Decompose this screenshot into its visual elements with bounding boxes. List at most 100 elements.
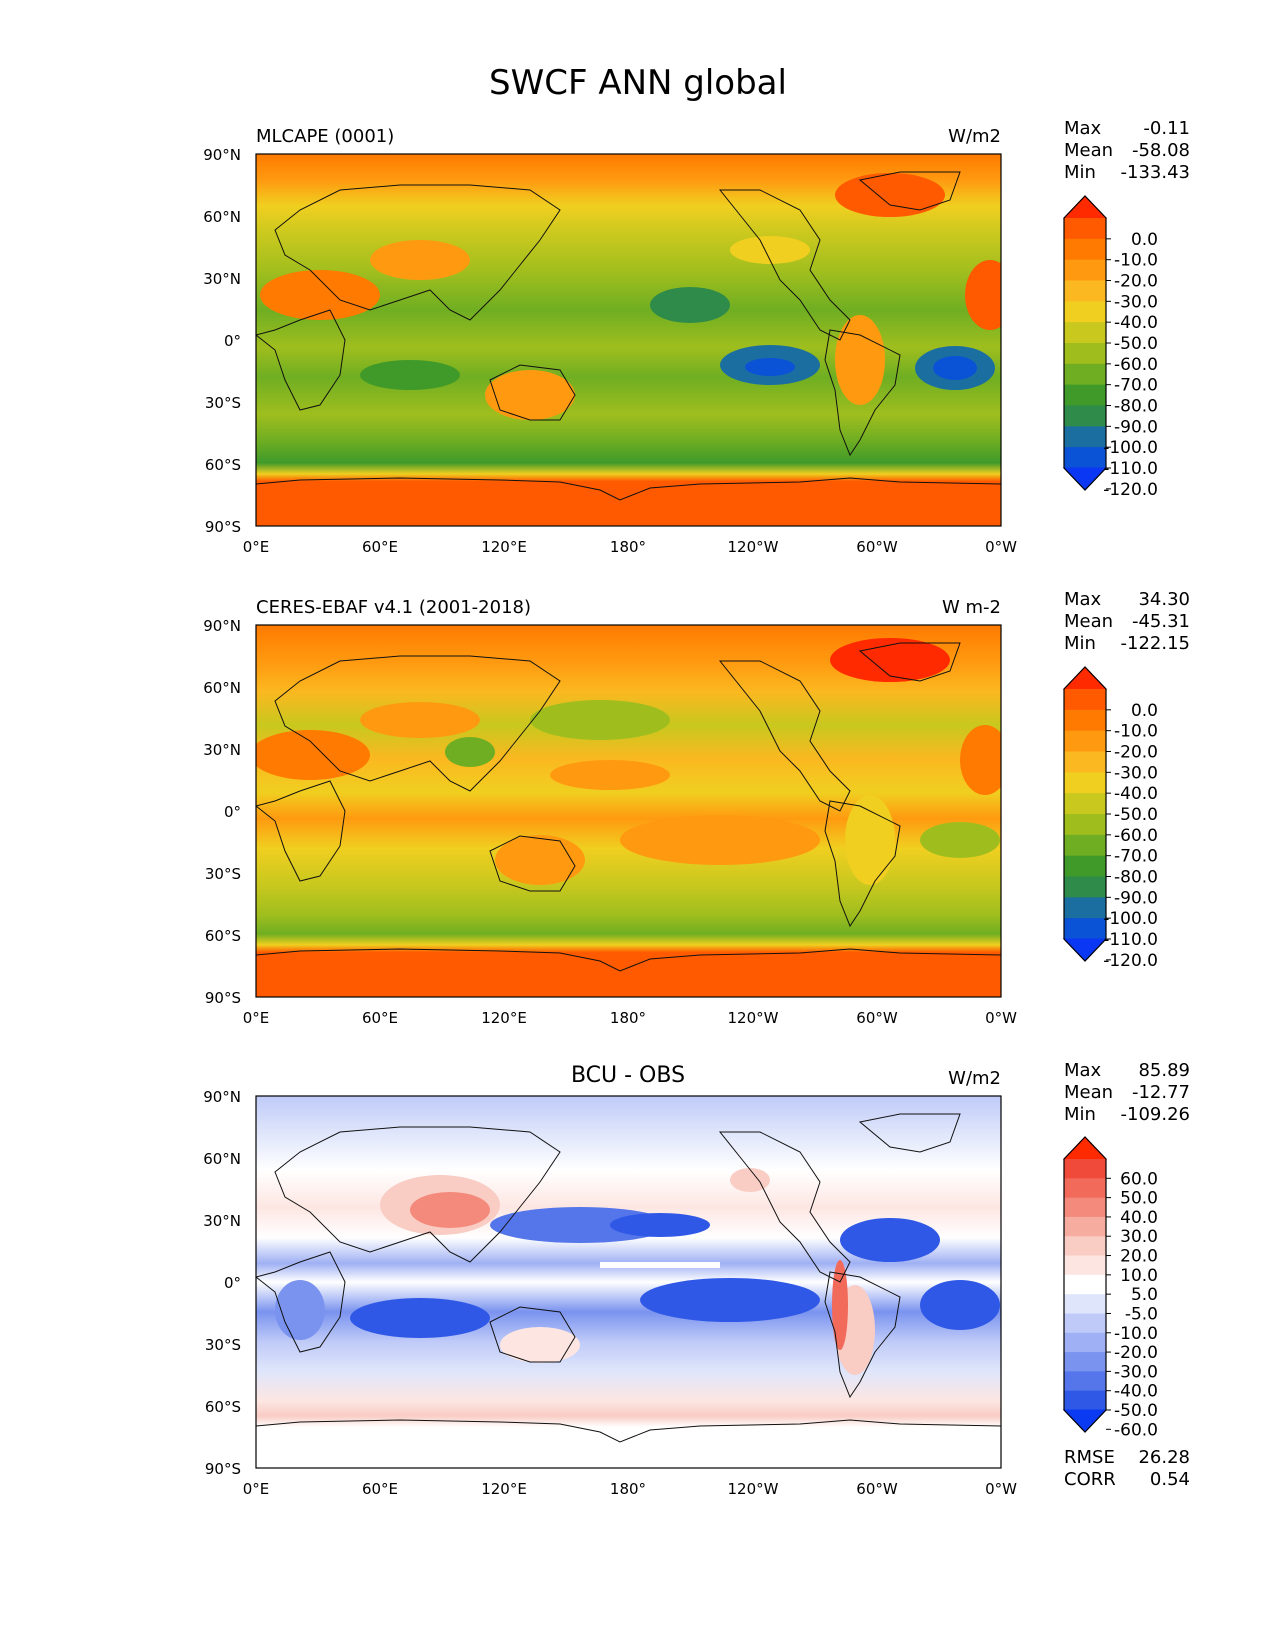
colorbar-tick-label: -70.0 <box>1114 376 1158 396</box>
colorbar-tick-label: -10.0 <box>1114 1324 1158 1344</box>
x-tick-label: 120°W <box>728 1009 779 1027</box>
colorbar-swatch <box>1064 1332 1106 1353</box>
mean-value: -45.31 <box>1132 611 1190 632</box>
colorbar-swatch <box>1064 1178 1106 1199</box>
map-frame <box>255 153 1002 527</box>
max-value: 85.89 <box>1138 1060 1190 1081</box>
y-tick-label: 90°N <box>203 146 241 164</box>
max-label: Max <box>1064 118 1102 139</box>
colorbar-swatch <box>1064 384 1106 407</box>
min-label: Min <box>1064 1104 1096 1125</box>
colorbar-swatch <box>1064 1352 1106 1372</box>
colorbar-tick-label: -80.0 <box>1114 868 1158 888</box>
y-tick-label: 30°S <box>205 394 241 412</box>
colorbar-extension-top <box>1062 666 1108 690</box>
field-blob <box>650 287 730 323</box>
colorbar-swatch <box>1064 834 1106 857</box>
corr-value: 0.54 <box>1150 1469 1190 1490</box>
colorbar-swatch <box>1064 709 1106 732</box>
y-tick-label: 60°N <box>203 679 241 697</box>
colorbar-tick-label: -5.0 <box>1125 1304 1158 1324</box>
colorbar-swatch <box>1064 1197 1106 1218</box>
x-tick-label: 0°W <box>985 1480 1017 1498</box>
map-frame <box>255 624 1002 998</box>
colorbar-extension-top <box>1062 195 1108 219</box>
x-tick-label: 180° <box>610 1009 646 1027</box>
field-blob <box>260 270 380 320</box>
x-tick-label: 120°E <box>481 538 527 556</box>
colorbar-tick-label: -50.0 <box>1114 805 1158 825</box>
units-label: W m-2 <box>942 597 1001 618</box>
colorbar: 0.0-10.0-20.0-30.0-40.0-50.0-60.0-70.0-8… <box>1062 666 1158 971</box>
colorbar-tick-label: -100.0 <box>1103 438 1158 458</box>
colorbar-extension-bottom <box>1062 1409 1108 1433</box>
colorbar-tick-label: 60.0 <box>1120 1169 1158 1189</box>
colorbar-swatch <box>1064 918 1106 940</box>
colorbar-swatch <box>1064 447 1106 469</box>
field-blob <box>640 1278 820 1322</box>
y-tick-label: 60°N <box>203 208 241 226</box>
colorbar-tick-label: -60.0 <box>1114 1420 1158 1440</box>
min-value: -122.15 <box>1121 633 1190 654</box>
colorbar-swatch <box>1064 1255 1106 1276</box>
colorbar-swatch <box>1064 1294 1106 1315</box>
colorbar: 60.050.040.030.020.010.05.0-5.0-10.0-20.… <box>1062 1136 1158 1440</box>
map-field <box>256 154 1001 526</box>
stats-block: Max -0.11 Mean -58.08 Min -133.43 <box>1064 118 1190 183</box>
colorbar-swatch <box>1064 751 1106 773</box>
field-blob <box>840 1218 940 1262</box>
y-tick-label: 30°S <box>205 865 241 883</box>
y-tick-label: 30°N <box>203 270 241 288</box>
colorbar-tick-label: 0.0 <box>1131 230 1158 250</box>
colorbar-tick-label: -90.0 <box>1114 888 1158 908</box>
panel-title: MLCAPE (0001) <box>256 126 394 147</box>
x-axis: 0°E 60°E 120°E 180° 120°W 60°W 0°W <box>243 1009 1017 1027</box>
y-axis: 90°N 60°N 30°N 0° 30°S 60°S 90°S <box>203 1088 241 1478</box>
y-tick-label: 90°S <box>205 989 241 1007</box>
colorbar-extension-bottom <box>1062 938 1108 962</box>
panel-difference: BCU - OBS W/m2 90°N 60°N 30°N 0° 30°S 60… <box>203 1060 1190 1498</box>
field-blob <box>933 356 977 380</box>
x-tick-label: 60°E <box>362 1480 398 1498</box>
field-blob <box>490 1207 670 1243</box>
colorbar-swatch <box>1064 363 1106 386</box>
field-blob <box>920 1280 1000 1330</box>
colorbar-tick-label: -30.0 <box>1114 763 1158 783</box>
colorbar-swatch <box>1064 1236 1106 1257</box>
colorbar-tick-label: -120.0 <box>1103 951 1158 971</box>
panel-model: MLCAPE (0001) W/m2 90°N 60°N 30°N 0° 30°… <box>203 118 1190 556</box>
rmse-value: 26.28 <box>1138 1447 1190 1468</box>
mean-label: Mean <box>1064 611 1113 632</box>
mean-label: Mean <box>1064 140 1113 161</box>
colorbar-tick-label: 0.0 <box>1131 701 1158 721</box>
panel-observation: CERES-EBAF v4.1 (2001-2018) W m-2 90°N 6… <box>203 589 1190 1027</box>
colorbar-tick-label: -20.0 <box>1114 1343 1158 1363</box>
colorbar-swatch <box>1064 897 1106 919</box>
figure-title: SWCF ANN global <box>489 63 787 103</box>
y-tick-label: 60°S <box>205 1398 241 1416</box>
stats-block: Max 85.89 Mean -12.77 Min -109.26 <box>1064 1060 1190 1125</box>
colorbar-swatch <box>1064 730 1106 753</box>
y-tick-label: 60°S <box>205 927 241 945</box>
colorbar-tick-label: -10.0 <box>1114 251 1158 271</box>
field-blob <box>830 638 950 682</box>
coastlines <box>256 642 1001 972</box>
y-tick-label: 30°N <box>203 741 241 759</box>
y-tick-label: 30°N <box>203 1212 241 1230</box>
y-tick-label: 90°N <box>203 617 241 635</box>
colorbar-extension-top <box>1062 1136 1108 1160</box>
colorbar-tick-label: 10.0 <box>1120 1266 1158 1286</box>
colorbar-tick-label: -90.0 <box>1114 417 1158 437</box>
colorbar-swatch <box>1064 876 1106 898</box>
colorbar-swatch <box>1064 426 1106 448</box>
colorbar-swatch <box>1064 280 1106 302</box>
x-tick-label: 120°W <box>728 1480 779 1498</box>
colorbar-tick-label: -40.0 <box>1114 1382 1158 1402</box>
min-label: Min <box>1064 633 1096 654</box>
colorbar-tick-label: -110.0 <box>1103 930 1158 950</box>
y-axis: 90°N 60°N 30°N 0° 30°S 60°S 90°S <box>203 146 241 536</box>
mean-value: -12.77 <box>1132 1082 1190 1103</box>
panel-title: CERES-EBAF v4.1 (2001-2018) <box>256 597 531 618</box>
colorbar-swatch <box>1064 1274 1106 1295</box>
x-tick-label: 0°E <box>243 1009 270 1027</box>
